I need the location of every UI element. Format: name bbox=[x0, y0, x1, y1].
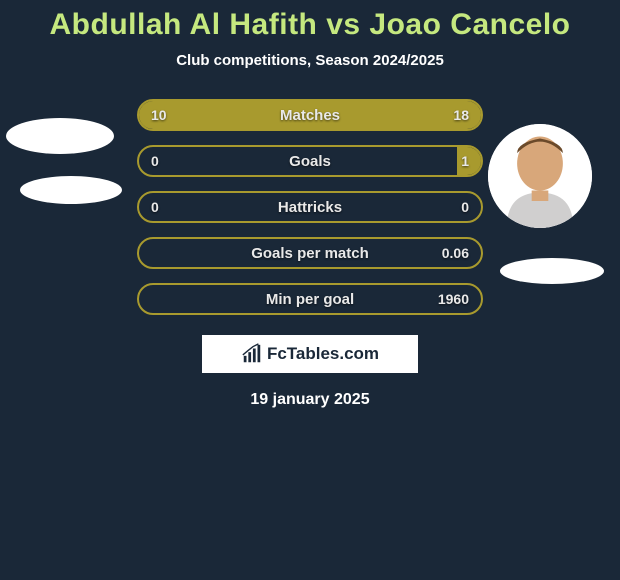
stat-value-left: 10 bbox=[151, 107, 167, 123]
stat-label: Goals per match bbox=[251, 245, 369, 262]
date-label: 19 january 2025 bbox=[0, 391, 620, 409]
watermark: FcTables.com bbox=[202, 335, 418, 373]
stat-value-right: 0 bbox=[461, 199, 469, 215]
player-portrait-icon bbox=[488, 124, 592, 228]
stat-label: Goals bbox=[289, 153, 331, 170]
stat-value-left: 0 bbox=[151, 199, 159, 215]
player-right-avatar bbox=[488, 124, 592, 228]
stat-row: 0 Goals 1 bbox=[137, 145, 483, 177]
stat-rows: 10Matches180Goals10Hattricks0Goals per m… bbox=[137, 99, 483, 315]
stat-value-right: 1 bbox=[461, 153, 469, 169]
stat-label: Matches bbox=[280, 107, 340, 124]
stat-row: 0 Hattricks 0 bbox=[137, 191, 483, 223]
stat-row: Goals per match 0.06 bbox=[137, 237, 483, 269]
comparison-card: Abdullah Al Hafith vs Joao Cancelo Club … bbox=[0, 0, 620, 409]
stat-value-right: 18 bbox=[453, 107, 469, 123]
stat-value-right: 0.06 bbox=[442, 245, 469, 261]
page-title: Abdullah Al Hafith vs Joao Cancelo bbox=[0, 8, 620, 42]
stat-row: 10 Matches 18 bbox=[137, 99, 483, 131]
stat-value-right: 1960 bbox=[438, 291, 469, 307]
stat-label: Hattricks bbox=[278, 199, 342, 216]
player-left-avatar-placeholder bbox=[6, 118, 114, 154]
player-left-club-placeholder bbox=[20, 176, 122, 204]
stat-label: Min per goal bbox=[266, 291, 354, 308]
stat-value-left: 0 bbox=[151, 153, 159, 169]
player-right-club-placeholder bbox=[500, 258, 604, 284]
subtitle: Club competitions, Season 2024/2025 bbox=[0, 52, 620, 69]
stat-row: Min per goal 1960 bbox=[137, 283, 483, 315]
watermark-text: FcTables.com bbox=[267, 344, 379, 364]
chart-icon bbox=[241, 343, 263, 365]
